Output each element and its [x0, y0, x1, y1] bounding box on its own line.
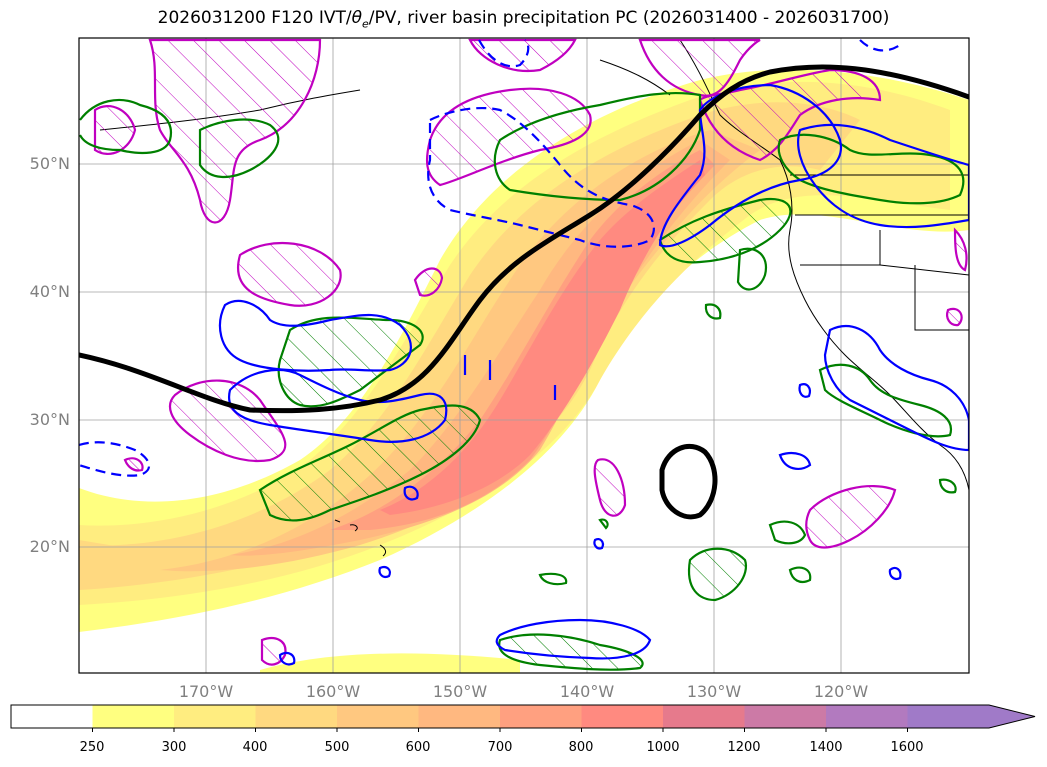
colorbar-label-300: 300 [161, 740, 187, 755]
theta-contours [79, 91, 965, 671]
colorbar-outline [10, 704, 1036, 729]
colorbar-label-700: 700 [487, 740, 513, 755]
lat-label-40n: 40°N [29, 282, 70, 301]
colorbar-segment [826, 705, 908, 728]
jet-contours [79, 64, 969, 520]
lon-label-150w: 150°W [432, 682, 488, 701]
colorbar-segment [907, 705, 990, 728]
colorbar-label-250: 250 [79, 740, 105, 755]
colorbar-label-800: 800 [568, 740, 594, 755]
colorbar-label-1600: 1600 [890, 740, 924, 755]
lon-label-130w: 130°W [686, 682, 742, 701]
lon-label-120w: 120°W [813, 682, 869, 701]
lon-label-140w: 140°W [559, 682, 615, 701]
jet-closed-contour [659, 443, 718, 520]
colorbar-label-1000: 1000 [646, 740, 680, 755]
map-canvas [79, 38, 969, 673]
lon-label-170w: 170°W [178, 682, 234, 701]
blue-contours [79, 39, 969, 666]
lon-label-160w: 160°W [305, 682, 361, 701]
ivt-band-west [79, 540, 200, 590]
colorbar [10, 704, 1036, 732]
colorbar-segment [174, 705, 256, 728]
colorbar-segment [255, 705, 338, 728]
colorbar-segment [11, 705, 93, 728]
colorbar-segment [92, 705, 175, 728]
map-frame [78, 37, 970, 674]
ivt-band-south [260, 653, 520, 673]
lat-label-20n: 20°N [29, 537, 70, 556]
colorbar-extend-arrow [989, 705, 1035, 728]
colorbar-label-500: 500 [324, 740, 350, 755]
colorbar-label-1400: 1400 [809, 740, 843, 755]
colorbar-label-1200: 1200 [727, 740, 761, 755]
ivt-band-800 [380, 160, 705, 515]
colorbar-segment [581, 705, 664, 728]
colorbar-label-600: 600 [405, 740, 431, 755]
colorbar-segment [500, 705, 582, 728]
colorbar-segment [663, 705, 745, 728]
lat-label-30n: 30°N [29, 410, 70, 429]
map-title: 2026031200 F120 IVT/θe/PV, river basin p… [157, 8, 890, 31]
pv-contours [93, 38, 968, 666]
colorbar-segment [418, 705, 501, 728]
lat-label-50n: 50°N [29, 154, 70, 173]
colorbar-segment [337, 705, 419, 728]
colorbar-label-400: 400 [242, 740, 268, 755]
jet-axis-line [79, 64, 969, 414]
colorbar-segment [744, 705, 827, 728]
